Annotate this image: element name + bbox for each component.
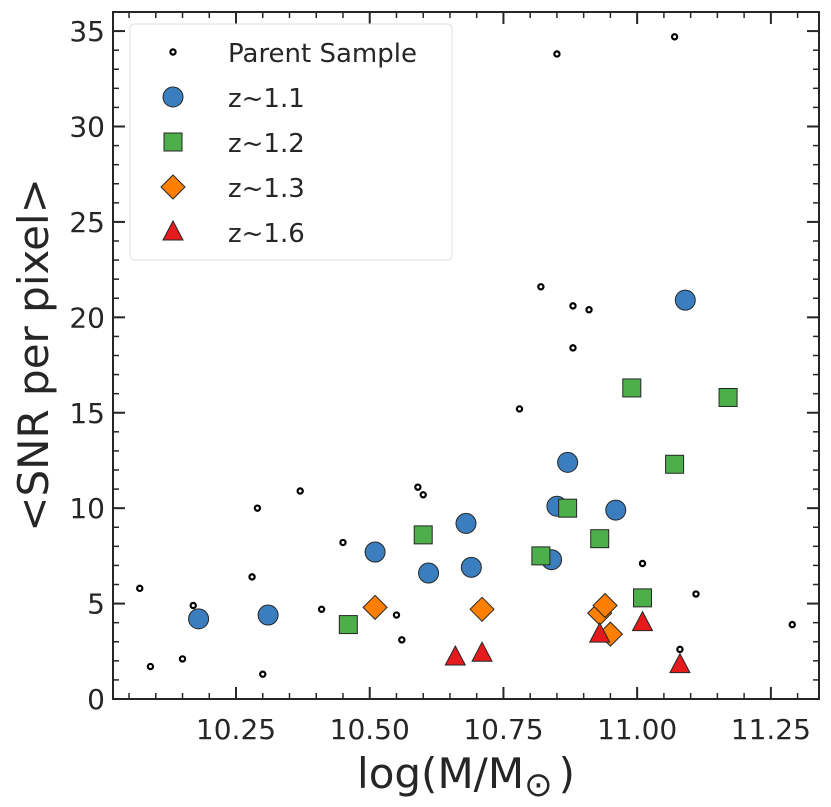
point-parent-sample — [692, 590, 700, 598]
point-z-1-1 — [674, 289, 696, 311]
x-tick-label: 10.25 — [196, 713, 276, 746]
x-tick-label: 10.50 — [330, 713, 410, 746]
point-z-1-6 — [669, 652, 691, 674]
point-z-1-1 — [257, 604, 279, 626]
point-z-1-1 — [364, 541, 386, 563]
point-z-1-6 — [471, 641, 493, 662]
point-z-1-2 — [718, 387, 738, 407]
y-tick-label: 5 — [87, 588, 105, 621]
legend-label: Parent Sample — [228, 39, 417, 69]
legend-marker-parent-sample — [169, 48, 177, 56]
point-parent-sample — [392, 611, 401, 619]
point-z-1-1 — [460, 556, 482, 578]
point-z-1-3 — [469, 596, 495, 623]
point-parent-sample — [178, 655, 187, 663]
point-parent-sample — [339, 538, 347, 547]
x-tick-label: 11.25 — [731, 713, 811, 746]
point-parent-sample — [248, 573, 256, 581]
point-parent-sample — [670, 33, 679, 41]
point-parent-sample — [419, 491, 427, 499]
point-parent-sample — [676, 645, 684, 654]
point-z-1-2 — [413, 525, 433, 545]
y-tick-label: 35 — [69, 15, 105, 48]
legend-label: z~1.1 — [228, 84, 305, 114]
y-tick-label: 30 — [69, 111, 105, 144]
sun-symbol-subscript: ⊙ — [524, 765, 553, 805]
point-parent-sample — [569, 344, 577, 352]
legend-marker-z-1-1 — [162, 86, 184, 108]
legend-label: z~1.2 — [228, 129, 305, 159]
axis-tick-labels: 10.25 10.50 10.75 11.00 11.25 0 5 10 15 20 25 30 35 — [69, 15, 811, 746]
data-points — [136, 33, 796, 678]
point-parent-sample — [146, 662, 155, 671]
point-parent-sample — [638, 559, 647, 568]
point-parent-sample — [136, 584, 144, 593]
point-parent-sample — [317, 605, 326, 614]
point-parent-sample — [569, 302, 577, 310]
point-z-1-2 — [665, 454, 685, 474]
point-z-1-1 — [605, 499, 627, 521]
x-tick-label: 11.00 — [597, 713, 677, 746]
plot-frame — [112, 11, 820, 700]
legend-marker-z-1-6 — [162, 219, 184, 241]
point-parent-sample — [189, 601, 197, 610]
legend-marker-z-1-2 — [163, 132, 183, 152]
y-tick-label: 20 — [69, 301, 105, 334]
point-z-1-1 — [188, 608, 210, 630]
y-axis-title: <SNR per pixel> — [9, 178, 58, 532]
point-parent-sample — [296, 487, 304, 495]
point-z-1-2 — [590, 529, 610, 549]
y-tick-label: 15 — [69, 397, 105, 430]
point-parent-sample — [414, 483, 422, 491]
point-z-1-2 — [622, 378, 642, 398]
point-z-1-2 — [338, 615, 358, 635]
point-z-1-2 — [531, 546, 551, 566]
legend-label: z~1.6 — [228, 219, 305, 249]
x-tick-label: 10.75 — [463, 713, 543, 746]
point-z-1-2 — [558, 498, 578, 518]
point-z-1-2 — [633, 588, 652, 608]
point-z-1-6 — [444, 644, 467, 666]
point-z-1-6 — [588, 622, 611, 643]
x-axis-title: log(M/M⊙) — [357, 749, 575, 805]
legend-label: z~1.3 — [228, 174, 305, 204]
point-parent-sample — [585, 306, 593, 314]
point-z-1-1 — [557, 451, 579, 473]
legend: Parent Sample z~1.1 z~1.2 z~1.3 z~1.6 — [129, 23, 453, 261]
point-z-1-3 — [362, 594, 388, 621]
point-parent-sample — [253, 504, 262, 512]
point-parent-sample — [537, 283, 545, 291]
y-tick-label: 10 — [69, 492, 105, 525]
point-parent-sample — [259, 670, 267, 678]
point-z-1-1 — [455, 512, 477, 534]
point-parent-sample — [553, 50, 561, 58]
y-tick-label: 0 — [87, 683, 105, 716]
point-parent-sample — [788, 620, 796, 629]
point-z-1-3 — [592, 592, 618, 619]
y-tick-label: 25 — [69, 206, 105, 239]
point-z-1-1 — [418, 562, 440, 584]
legend-marker-z-1-3 — [160, 174, 186, 200]
legend-box — [129, 23, 453, 261]
point-parent-sample — [515, 405, 524, 413]
point-z-1-6 — [631, 610, 654, 632]
point-parent-sample — [398, 636, 406, 644]
